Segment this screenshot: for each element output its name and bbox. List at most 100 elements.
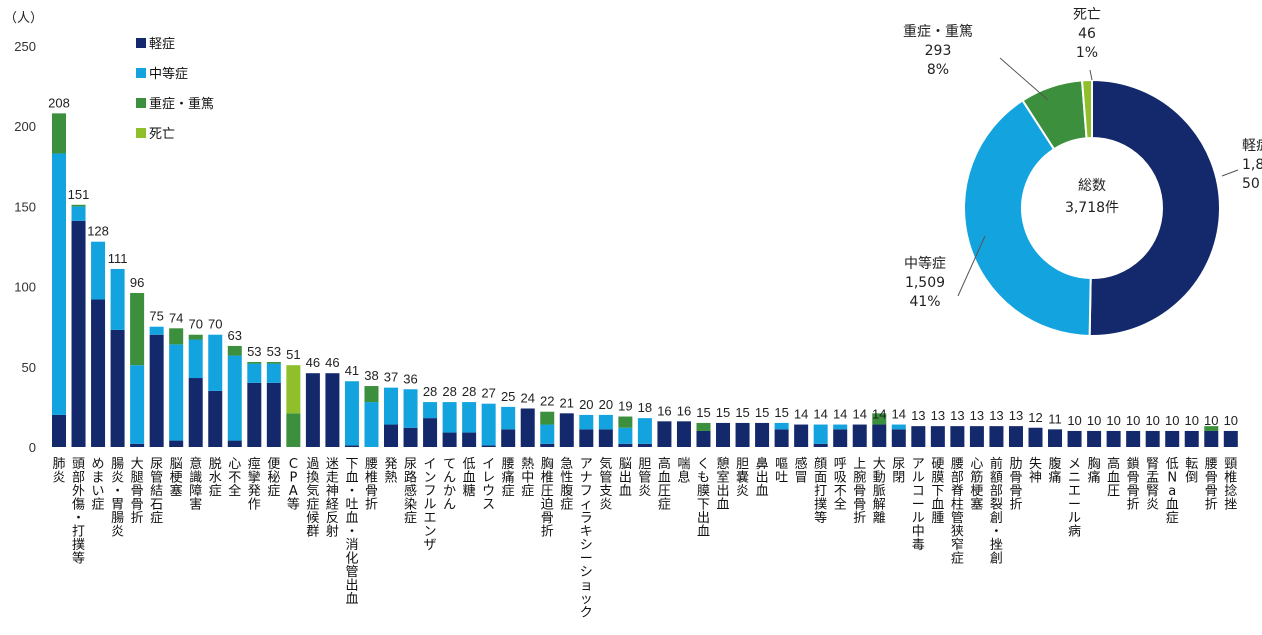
bar-total-label: 14 (872, 407, 886, 422)
bar-segment (364, 402, 379, 447)
bar-segment (266, 382, 281, 447)
category-label: 発熱 (385, 457, 398, 486)
bar-segment (481, 403, 496, 446)
category-label: 上腕骨骨折 (853, 457, 866, 526)
bar-segment (169, 344, 184, 441)
category-labels: 肺炎頭部外傷・打撲等めまい症腸炎・胃腸炎大腿骨骨折尿管結石症脳梗塞意識障害脱水症… (52, 456, 1237, 621)
category-label: 腸炎・胃腸炎 (111, 457, 124, 540)
bar-chart-plot (52, 113, 1238, 447)
category-label: 気管支炎 (599, 456, 612, 513)
bar-segment (130, 365, 145, 444)
bar-segment (637, 443, 652, 447)
legend-label: 死亡 (149, 127, 175, 142)
donut-leader-line (1221, 169, 1239, 177)
y-tick-label: 250 (14, 39, 36, 54)
bar-total-label: 16 (657, 403, 671, 418)
category-label: 失神 (1029, 457, 1042, 486)
bar-segment (91, 299, 106, 447)
category-label: 熱中症 (521, 457, 534, 499)
bar-segment (286, 365, 301, 414)
bar-total-label: 15 (735, 405, 749, 420)
bar-total-label: 25 (501, 389, 515, 404)
bar-segment (657, 421, 672, 447)
bar-segment (266, 363, 281, 383)
category-label: 頸椎捻挫 (1224, 457, 1237, 513)
bar-total-label: 46 (306, 355, 320, 370)
bar-segment (911, 426, 926, 447)
bar-segment (403, 389, 418, 428)
category-label: 感冒 (795, 456, 808, 486)
bar-segment (462, 402, 477, 433)
category-label: 高血圧 (1107, 456, 1120, 499)
category-label: 硬膜下血腫 (931, 457, 944, 526)
y-axis: 0 50 100 150 200 250 (14, 39, 36, 455)
bar-segment (91, 241, 106, 300)
bar-total-label: 208 (48, 95, 70, 110)
category-label: インフルエンザ (424, 457, 437, 553)
bar-segment (384, 387, 399, 425)
bar-total-label: 111 (108, 251, 128, 266)
bar-segment (989, 426, 1004, 447)
bar-total-label: 53 (267, 344, 281, 359)
bar-segment (891, 429, 906, 447)
category-label: 呼吸不全 (834, 457, 847, 513)
y-tick-label: 200 (14, 119, 36, 134)
legend-swatch (136, 68, 146, 78)
bar-segment (1204, 426, 1219, 431)
bar-total-label: 20 (599, 397, 613, 412)
bar-segment (344, 445, 359, 447)
bar-total-label: 14 (813, 407, 827, 422)
bar-segment (423, 402, 438, 419)
bar-total-label: 75 (149, 309, 163, 324)
bar-total-label: 128 (87, 224, 109, 239)
category-label: 腰椎骨折 (365, 457, 378, 513)
category-label: 転倒 (1185, 457, 1198, 486)
category-label: 脳梗塞 (170, 457, 183, 499)
bar-segment (1184, 430, 1199, 447)
bar-segment (794, 424, 809, 447)
category-label: 鼻出血 (756, 456, 769, 499)
category-label: 意識障害 (189, 456, 202, 513)
legend-swatch (136, 128, 146, 138)
category-label: 憩室出血 (717, 456, 730, 513)
bar-total-label: 15 (774, 405, 788, 420)
category-label: 肺炎 (52, 457, 65, 486)
bar-total-label: 13 (989, 408, 1003, 423)
bar-total-label: 14 (794, 407, 808, 422)
bar-segment (227, 345, 242, 356)
bar-total-label: 15 (755, 405, 769, 420)
category-label: 過換気症候群 (306, 457, 319, 540)
bar-segment (403, 427, 418, 447)
category-label: 肋骨骨折 (1009, 457, 1022, 513)
category-label: 胸椎圧迫骨折 (541, 457, 554, 540)
category-label: 腰部脊柱管狭窄症 (951, 457, 964, 567)
bar-total-label: 14 (892, 407, 906, 422)
bar-total-label: 10 (1185, 413, 1199, 428)
bar-segment (481, 445, 496, 447)
category-label: 喘息 (677, 456, 690, 486)
bar-segment (149, 334, 164, 447)
bar-segment (891, 424, 906, 430)
bar-total-label: 10 (1106, 413, 1120, 428)
bar-segment (52, 414, 66, 447)
legend-swatch (136, 38, 146, 48)
bar-total-label: 14 (833, 407, 847, 422)
donut-leader-line (999, 57, 1049, 101)
category-label: アルコール中毒 (912, 457, 925, 553)
bar-total-label: 13 (911, 408, 925, 423)
bar-segment (423, 418, 438, 447)
bar-total-label: 10 (1165, 413, 1179, 428)
bar-segment (227, 355, 242, 441)
bar-segment (130, 443, 145, 447)
bar-segment (227, 440, 242, 447)
bar-segment (1204, 430, 1219, 447)
category-label: 前額部裂創・挫創 (990, 456, 1003, 567)
category-label: 便秘症 (267, 457, 280, 499)
bar-total-label: 22 (540, 394, 554, 409)
bar-total-label: 41 (345, 363, 359, 378)
bar-segment (169, 440, 184, 447)
bar-segment (325, 373, 340, 447)
bar-total-label: 10 (1145, 413, 1159, 428)
bar-segment (579, 414, 594, 430)
bar-total-label: 15 (696, 405, 710, 420)
